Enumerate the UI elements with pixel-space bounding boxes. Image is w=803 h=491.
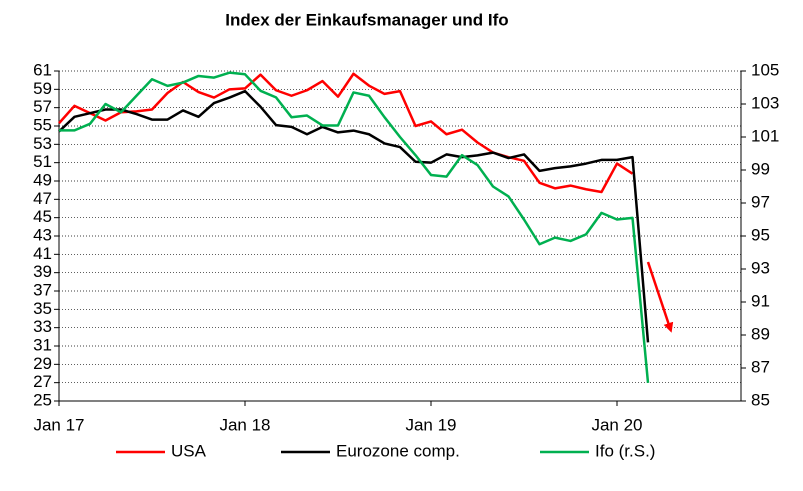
x-tick-label: Jan 18	[219, 415, 270, 434]
y-tick-label: 61	[33, 60, 52, 79]
y2-tick-label: 85	[751, 390, 770, 409]
y2-tick-label: 105	[751, 60, 779, 79]
y-tick-label: 53	[33, 134, 52, 153]
x-tick-label: Jan 17	[33, 415, 84, 434]
legend-label: USA	[171, 441, 207, 460]
y2-tick-label: 89	[751, 324, 770, 343]
legend-label: Eurozone comp.	[336, 441, 460, 460]
y-tick-label: 59	[33, 79, 52, 98]
y-tick-label: 51	[33, 152, 52, 171]
y2-tick-label: 101	[751, 126, 779, 145]
chart-title: Index der Einkaufsmanager und Ifo	[225, 10, 508, 29]
y-tick-label: 31	[33, 335, 52, 354]
y-tick-label: 57	[33, 97, 52, 116]
y-tick-label: 39	[33, 262, 52, 281]
arrow	[646, 261, 674, 333]
y-tick-label: 37	[33, 280, 52, 299]
y2-tick-label: 99	[751, 159, 770, 178]
y-tick-label: 25	[33, 390, 52, 409]
y-tick-label: 47	[33, 189, 52, 208]
y-tick-label: 43	[33, 225, 52, 244]
legend-label: Ifo (r.S.)	[595, 441, 655, 460]
y-tick-label: 29	[33, 354, 52, 373]
y2-tick-label: 103	[751, 93, 779, 112]
y-tick-label: 27	[33, 372, 52, 391]
y2-tick-label: 91	[751, 291, 770, 310]
y-tick-label: 33	[33, 317, 52, 336]
y-tick-label: 45	[33, 207, 52, 226]
y2-tick-label: 97	[751, 192, 770, 211]
y2-tick-label: 87	[751, 357, 770, 376]
x-tick-label: Jan 19	[405, 415, 456, 434]
y2-tick-label: 93	[751, 258, 770, 277]
y-tick-label: 55	[33, 115, 52, 134]
y-tick-label: 35	[33, 299, 52, 318]
series-line	[58, 72, 634, 194]
series-line	[59, 71, 650, 383]
y-tick-label: 41	[33, 244, 52, 263]
y2-tick-label: 95	[751, 225, 770, 244]
series-line	[58, 89, 650, 343]
y-tick-label: 49	[33, 170, 52, 189]
x-tick-label: Jan 20	[591, 415, 642, 434]
